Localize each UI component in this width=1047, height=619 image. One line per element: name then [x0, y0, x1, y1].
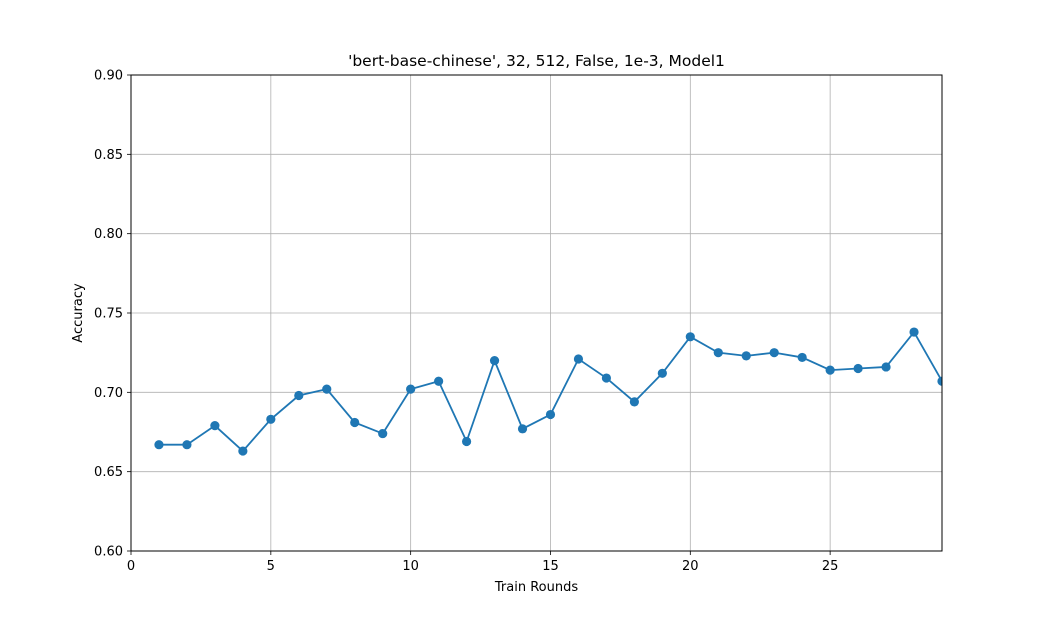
- x-tick-label: 25: [822, 559, 839, 574]
- data-point: [434, 376, 444, 386]
- data-point: [741, 351, 751, 361]
- data-point: [545, 409, 556, 420]
- y-tick-label: 0.60: [94, 545, 123, 560]
- data-point: [517, 424, 528, 434]
- x-tick-label: 15: [542, 559, 559, 574]
- data-point: [378, 428, 388, 439]
- data-point: [322, 384, 332, 394]
- data-point: [461, 436, 472, 447]
- x-tick-label: 20: [682, 559, 699, 574]
- x-tick-label: 10: [402, 559, 419, 574]
- grid: [130, 74, 942, 552]
- data-point: [881, 362, 891, 372]
- data-point: [238, 446, 248, 456]
- y-axis-label: Accuracy: [71, 283, 86, 343]
- data-point: [182, 440, 192, 450]
- series-group: [154, 327, 942, 456]
- y-tick-label: 0.70: [94, 386, 123, 401]
- data-point: [713, 348, 723, 358]
- data-point: [266, 414, 276, 424]
- x-axis-ticks: 0 5 10 15 20 25: [127, 551, 839, 574]
- data-point: [601, 373, 612, 383]
- data-point: [825, 365, 835, 375]
- y-tick-label: 0.85: [94, 148, 123, 163]
- series-accuracy: [154, 327, 942, 456]
- data-point: [406, 384, 416, 394]
- data-point: [294, 390, 304, 401]
- data-point: [657, 368, 667, 378]
- data-point: [573, 354, 584, 364]
- data-point: [350, 417, 360, 428]
- data-point: [154, 440, 164, 450]
- y-tick-label: 0.65: [94, 465, 123, 480]
- y-tick-label: 0.80: [94, 227, 123, 242]
- data-point: [769, 348, 779, 358]
- data-point: [629, 397, 639, 407]
- y-tick-label: 0.75: [94, 307, 123, 322]
- y-tick-label: 0.90: [94, 69, 123, 84]
- data-point: [489, 356, 500, 366]
- data-point: [937, 376, 942, 386]
- y-axis-ticks: 0.60 0.65 0.70 0.75 0.80 0.85 0.90: [94, 69, 131, 560]
- data-point: [797, 352, 807, 363]
- x-axis-label: Train Rounds: [494, 580, 578, 595]
- data-point: [685, 332, 695, 342]
- data-point: [210, 421, 220, 431]
- data-point: [853, 363, 863, 374]
- data-point: [909, 327, 919, 337]
- x-tick-label: 0: [127, 559, 135, 574]
- x-tick-label: 5: [267, 559, 275, 574]
- chart-title: 'bert-base-chinese', 32, 512, False, 1e-…: [348, 52, 725, 70]
